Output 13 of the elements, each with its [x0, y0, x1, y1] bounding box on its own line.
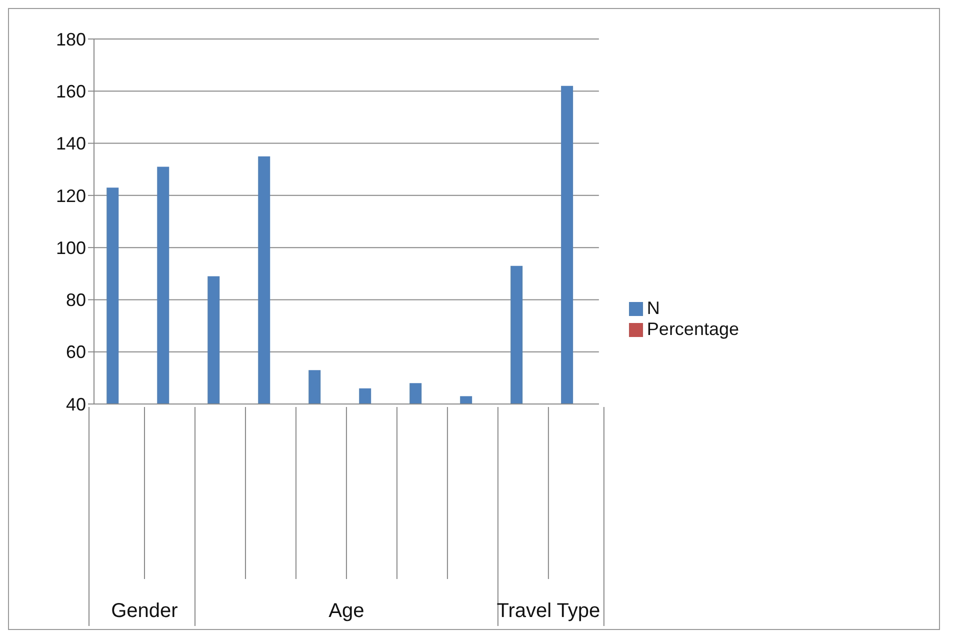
y-tick-label: 180 — [56, 29, 86, 50]
legend-label: Percentage — [646, 319, 739, 339]
y-tick-label: 140 — [56, 134, 86, 154]
y-tick-label: 80 — [66, 290, 86, 310]
y-tick-label: 100 — [56, 238, 86, 258]
y-tick-label: 120 — [56, 186, 86, 206]
legend-label: N — [646, 298, 660, 318]
y-tick-label: 40 — [66, 394, 86, 414]
text: Age — [328, 600, 364, 622]
y-tick-label: 160 — [56, 82, 86, 102]
y-tick-label: 60 — [66, 342, 86, 362]
text: Travel Type — [496, 600, 600, 622]
text: Gender — [111, 600, 178, 622]
